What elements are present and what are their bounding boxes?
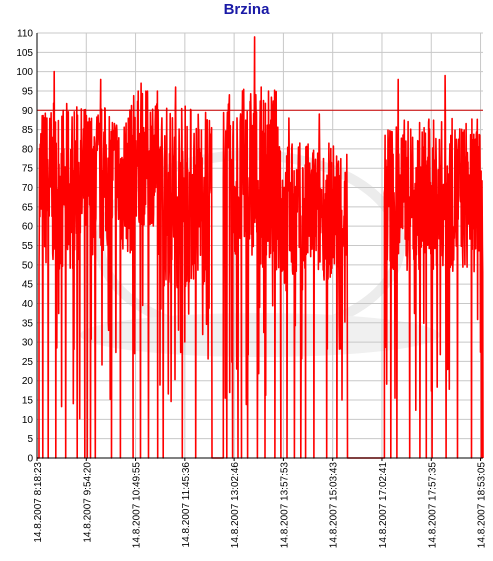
series-line — [37, 36, 484, 459]
y-tick-label: 100 — [16, 67, 33, 78]
y-tick-label: 10 — [22, 415, 34, 426]
y-tick-label: 65 — [22, 202, 34, 213]
y-tick-label: 5 — [27, 434, 33, 445]
x-tick-label: 14.8.2007 17:02:41 — [378, 462, 389, 549]
y-tick-label: 110 — [17, 29, 33, 40]
x-tick-label: 14.8.2007 10:49:55 — [132, 462, 143, 549]
series-group — [37, 36, 484, 459]
x-tick-labels: 14.8.2007 8:18:23 14.8.2007 9:54:20 14.8.2… — [33, 458, 488, 548]
x-tick-label: 14.8.2007 17:57:35 — [427, 462, 438, 549]
x-tick-label: 14.8.2007 13:57:53 — [279, 462, 290, 549]
y-tick-label: 20 — [22, 376, 34, 387]
y-tick-label: 0 — [27, 454, 33, 465]
x-tick-label: 14.8.2007 11:45:36 — [181, 462, 192, 548]
y-tick-label: 30 — [22, 338, 34, 349]
x-tick-label: 14.8.2007 18:53:05 — [477, 462, 488, 549]
y-tick-label: 25 — [22, 357, 34, 368]
x-tick-label: 14.8.2007 9:54:20 — [82, 462, 93, 543]
y-tick-label: 105 — [16, 48, 33, 59]
x-tick-label: 14.8.2007 15:03:43 — [329, 462, 340, 549]
y-tick-label: 60 — [22, 222, 34, 233]
chart-title: Brzina — [223, 1, 270, 18]
y-tick-label: 95 — [22, 86, 34, 97]
y-tick-label: 75 — [22, 164, 34, 175]
axes — [36, 33, 483, 459]
y-tick-label: 85 — [22, 125, 34, 136]
y-tick-label: 15 — [22, 396, 34, 407]
x-tick-label: 14.8.2007 13:02:46 — [230, 462, 241, 549]
y-tick-label: 70 — [22, 183, 34, 194]
y-tick-label: 40 — [22, 299, 34, 310]
y-tick-label: 45 — [22, 280, 34, 291]
y-tick-label: 55 — [22, 241, 34, 252]
watermark-band — [80, 313, 440, 357]
y-tick-label: 90 — [22, 106, 34, 117]
y-tick-label: 50 — [22, 260, 34, 271]
y-tick-labels: 0 5 10 15 20 25 30 35 40 45 50 55 60 65 70 75 80 85 90 95 10… — [16, 29, 33, 465]
y-tick-label: 80 — [22, 144, 34, 155]
y-tick-label: 35 — [22, 318, 34, 329]
x-tick-label: 14.8.2007 8:18:23 — [33, 462, 44, 543]
